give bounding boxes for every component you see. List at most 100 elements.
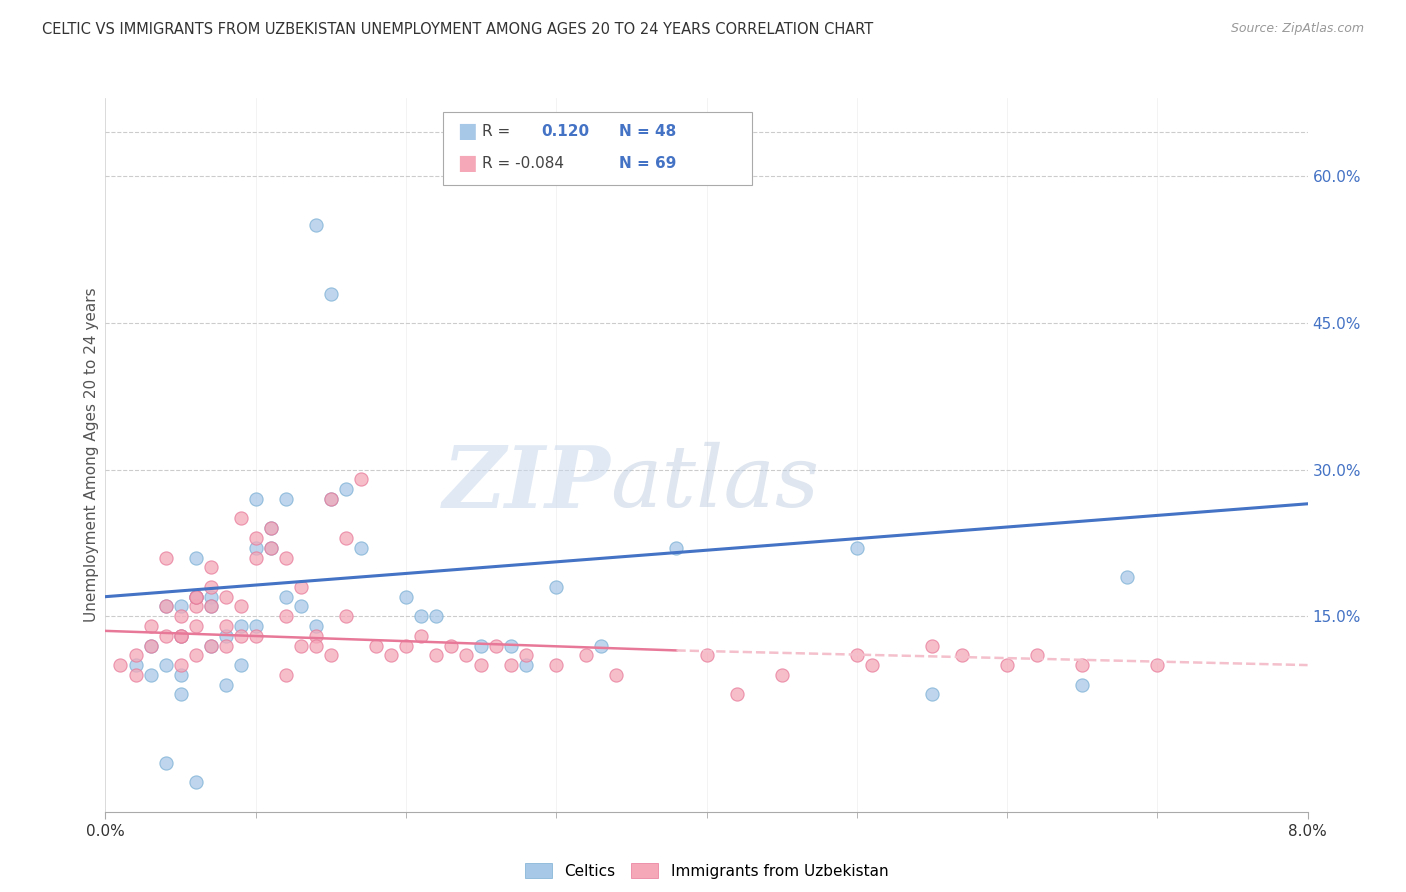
Point <box>696 648 718 663</box>
Point <box>440 639 463 653</box>
Point <box>319 286 342 301</box>
Point <box>921 639 943 653</box>
Point <box>515 648 537 663</box>
Text: ■: ■ <box>457 153 477 173</box>
Point <box>305 629 328 643</box>
Point <box>350 472 373 486</box>
Point <box>200 599 222 614</box>
Point <box>380 648 402 663</box>
Point <box>1026 648 1049 663</box>
Point <box>139 639 162 653</box>
Point <box>350 541 373 555</box>
Text: ZIP: ZIP <box>443 442 610 525</box>
Point <box>470 658 492 673</box>
Point <box>245 491 267 506</box>
Point <box>169 629 191 643</box>
Point <box>454 648 477 663</box>
Point <box>290 639 312 653</box>
Point <box>229 629 252 643</box>
Point <box>169 687 191 701</box>
Point <box>274 668 297 682</box>
Point <box>229 511 252 525</box>
Point <box>395 639 418 653</box>
Text: R = -0.084: R = -0.084 <box>482 156 564 170</box>
Point <box>1071 658 1094 673</box>
Point <box>184 775 207 789</box>
Point <box>335 531 357 545</box>
Text: ■: ■ <box>457 121 477 141</box>
Point <box>515 658 537 673</box>
Point <box>605 668 627 682</box>
Text: 0.120: 0.120 <box>541 124 589 138</box>
Point <box>501 658 523 673</box>
Point <box>155 658 177 673</box>
Point <box>305 619 328 633</box>
Point <box>229 599 252 614</box>
Point <box>139 668 162 682</box>
Point <box>184 590 207 604</box>
Point <box>214 639 236 653</box>
Point <box>169 629 191 643</box>
Point <box>184 590 207 604</box>
Point <box>110 658 132 673</box>
Point <box>184 590 207 604</box>
Point <box>575 648 598 663</box>
Point <box>485 639 508 653</box>
Point <box>124 668 146 682</box>
Point <box>229 658 252 673</box>
Point <box>169 658 191 673</box>
Point <box>200 639 222 653</box>
Point <box>274 491 297 506</box>
Point <box>184 648 207 663</box>
Point <box>260 521 283 535</box>
Point <box>200 560 222 574</box>
Point <box>860 658 883 673</box>
Point <box>335 609 357 624</box>
Point <box>155 599 177 614</box>
Point <box>319 491 342 506</box>
Point <box>305 218 328 232</box>
Y-axis label: Unemployment Among Ages 20 to 24 years: Unemployment Among Ages 20 to 24 years <box>83 287 98 623</box>
Point <box>169 668 191 682</box>
Point <box>1146 658 1168 673</box>
Point <box>335 482 357 496</box>
Point <box>260 541 283 555</box>
Point <box>155 629 177 643</box>
Legend: Celtics, Immigrants from Uzbekistan: Celtics, Immigrants from Uzbekistan <box>517 855 896 886</box>
Point <box>245 541 267 555</box>
Point <box>845 541 868 555</box>
Point <box>260 541 283 555</box>
Point <box>214 590 236 604</box>
Point <box>319 648 342 663</box>
Text: R =: R = <box>482 124 510 138</box>
Point <box>1071 678 1094 692</box>
Point <box>155 756 177 770</box>
Point <box>200 599 222 614</box>
Point <box>200 590 222 604</box>
Point <box>124 648 146 663</box>
Point <box>139 619 162 633</box>
Point <box>425 609 447 624</box>
Point <box>139 639 162 653</box>
Point <box>319 491 342 506</box>
Point <box>184 590 207 604</box>
Point <box>169 609 191 624</box>
Point <box>214 678 236 692</box>
Point <box>950 648 973 663</box>
Point <box>395 590 418 604</box>
Point <box>409 629 432 643</box>
Point <box>169 629 191 643</box>
Point <box>409 609 432 624</box>
Point <box>200 639 222 653</box>
Point <box>200 580 222 594</box>
Point <box>184 599 207 614</box>
Point <box>245 531 267 545</box>
Point <box>274 590 297 604</box>
Point <box>770 668 793 682</box>
Point <box>425 648 447 663</box>
Point <box>725 687 748 701</box>
Point <box>305 639 328 653</box>
Text: Source: ZipAtlas.com: Source: ZipAtlas.com <box>1230 22 1364 36</box>
Point <box>290 580 312 594</box>
Point <box>155 599 177 614</box>
